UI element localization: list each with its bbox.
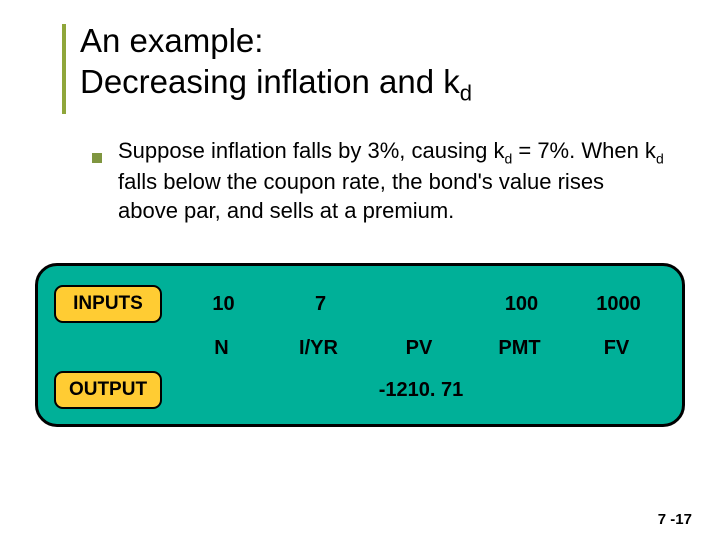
value-pmt: 100: [474, 293, 569, 316]
output-row: OUTPUT -1210. 71: [54, 370, 666, 410]
body-paragraph: Suppose inflation falls by 3%, causing k…: [118, 137, 670, 225]
body-sub2: d: [656, 151, 664, 167]
body-mid: = 7%. When k: [512, 138, 656, 163]
title-line2-sub: d: [460, 81, 472, 106]
output-label: OUTPUT: [54, 371, 162, 409]
slide-number: 7 -17: [658, 511, 692, 528]
title-line1: An example:: [80, 22, 263, 59]
inputs-row: INPUTS 10 7 100 1000: [54, 284, 666, 324]
value-iyr: 7: [273, 293, 368, 316]
header-iyr: I/YR: [271, 337, 366, 360]
inputs-label: INPUTS: [54, 285, 162, 323]
header-fv: FV: [569, 337, 664, 360]
value-fv: 1000: [571, 293, 666, 316]
title-accent-line: [62, 24, 66, 114]
body-post: falls below the coupon rate, the bond's …: [118, 169, 604, 223]
slide-title: An example: Decreasing inflation and kd: [80, 20, 690, 107]
header-pv: PV: [368, 337, 470, 360]
title-line2-pre: Decreasing inflation and k: [80, 63, 460, 100]
bullet-square-icon: [92, 153, 102, 163]
body-pre: Suppose inflation falls by 3%, causing k: [118, 138, 504, 163]
body-area: Suppose inflation falls by 3%, causing k…: [0, 117, 720, 235]
value-n: 10: [176, 293, 271, 316]
calculator-panel: INPUTS 10 7 100 1000 N I/YR PV PMT FV OU…: [35, 263, 685, 427]
title-area: An example: Decreasing inflation and kd: [0, 0, 720, 117]
headers-row: N I/YR PV PMT FV: [54, 328, 666, 368]
header-pmt: PMT: [472, 337, 567, 360]
output-value: -1210. 71: [370, 379, 472, 402]
header-n: N: [174, 337, 269, 360]
